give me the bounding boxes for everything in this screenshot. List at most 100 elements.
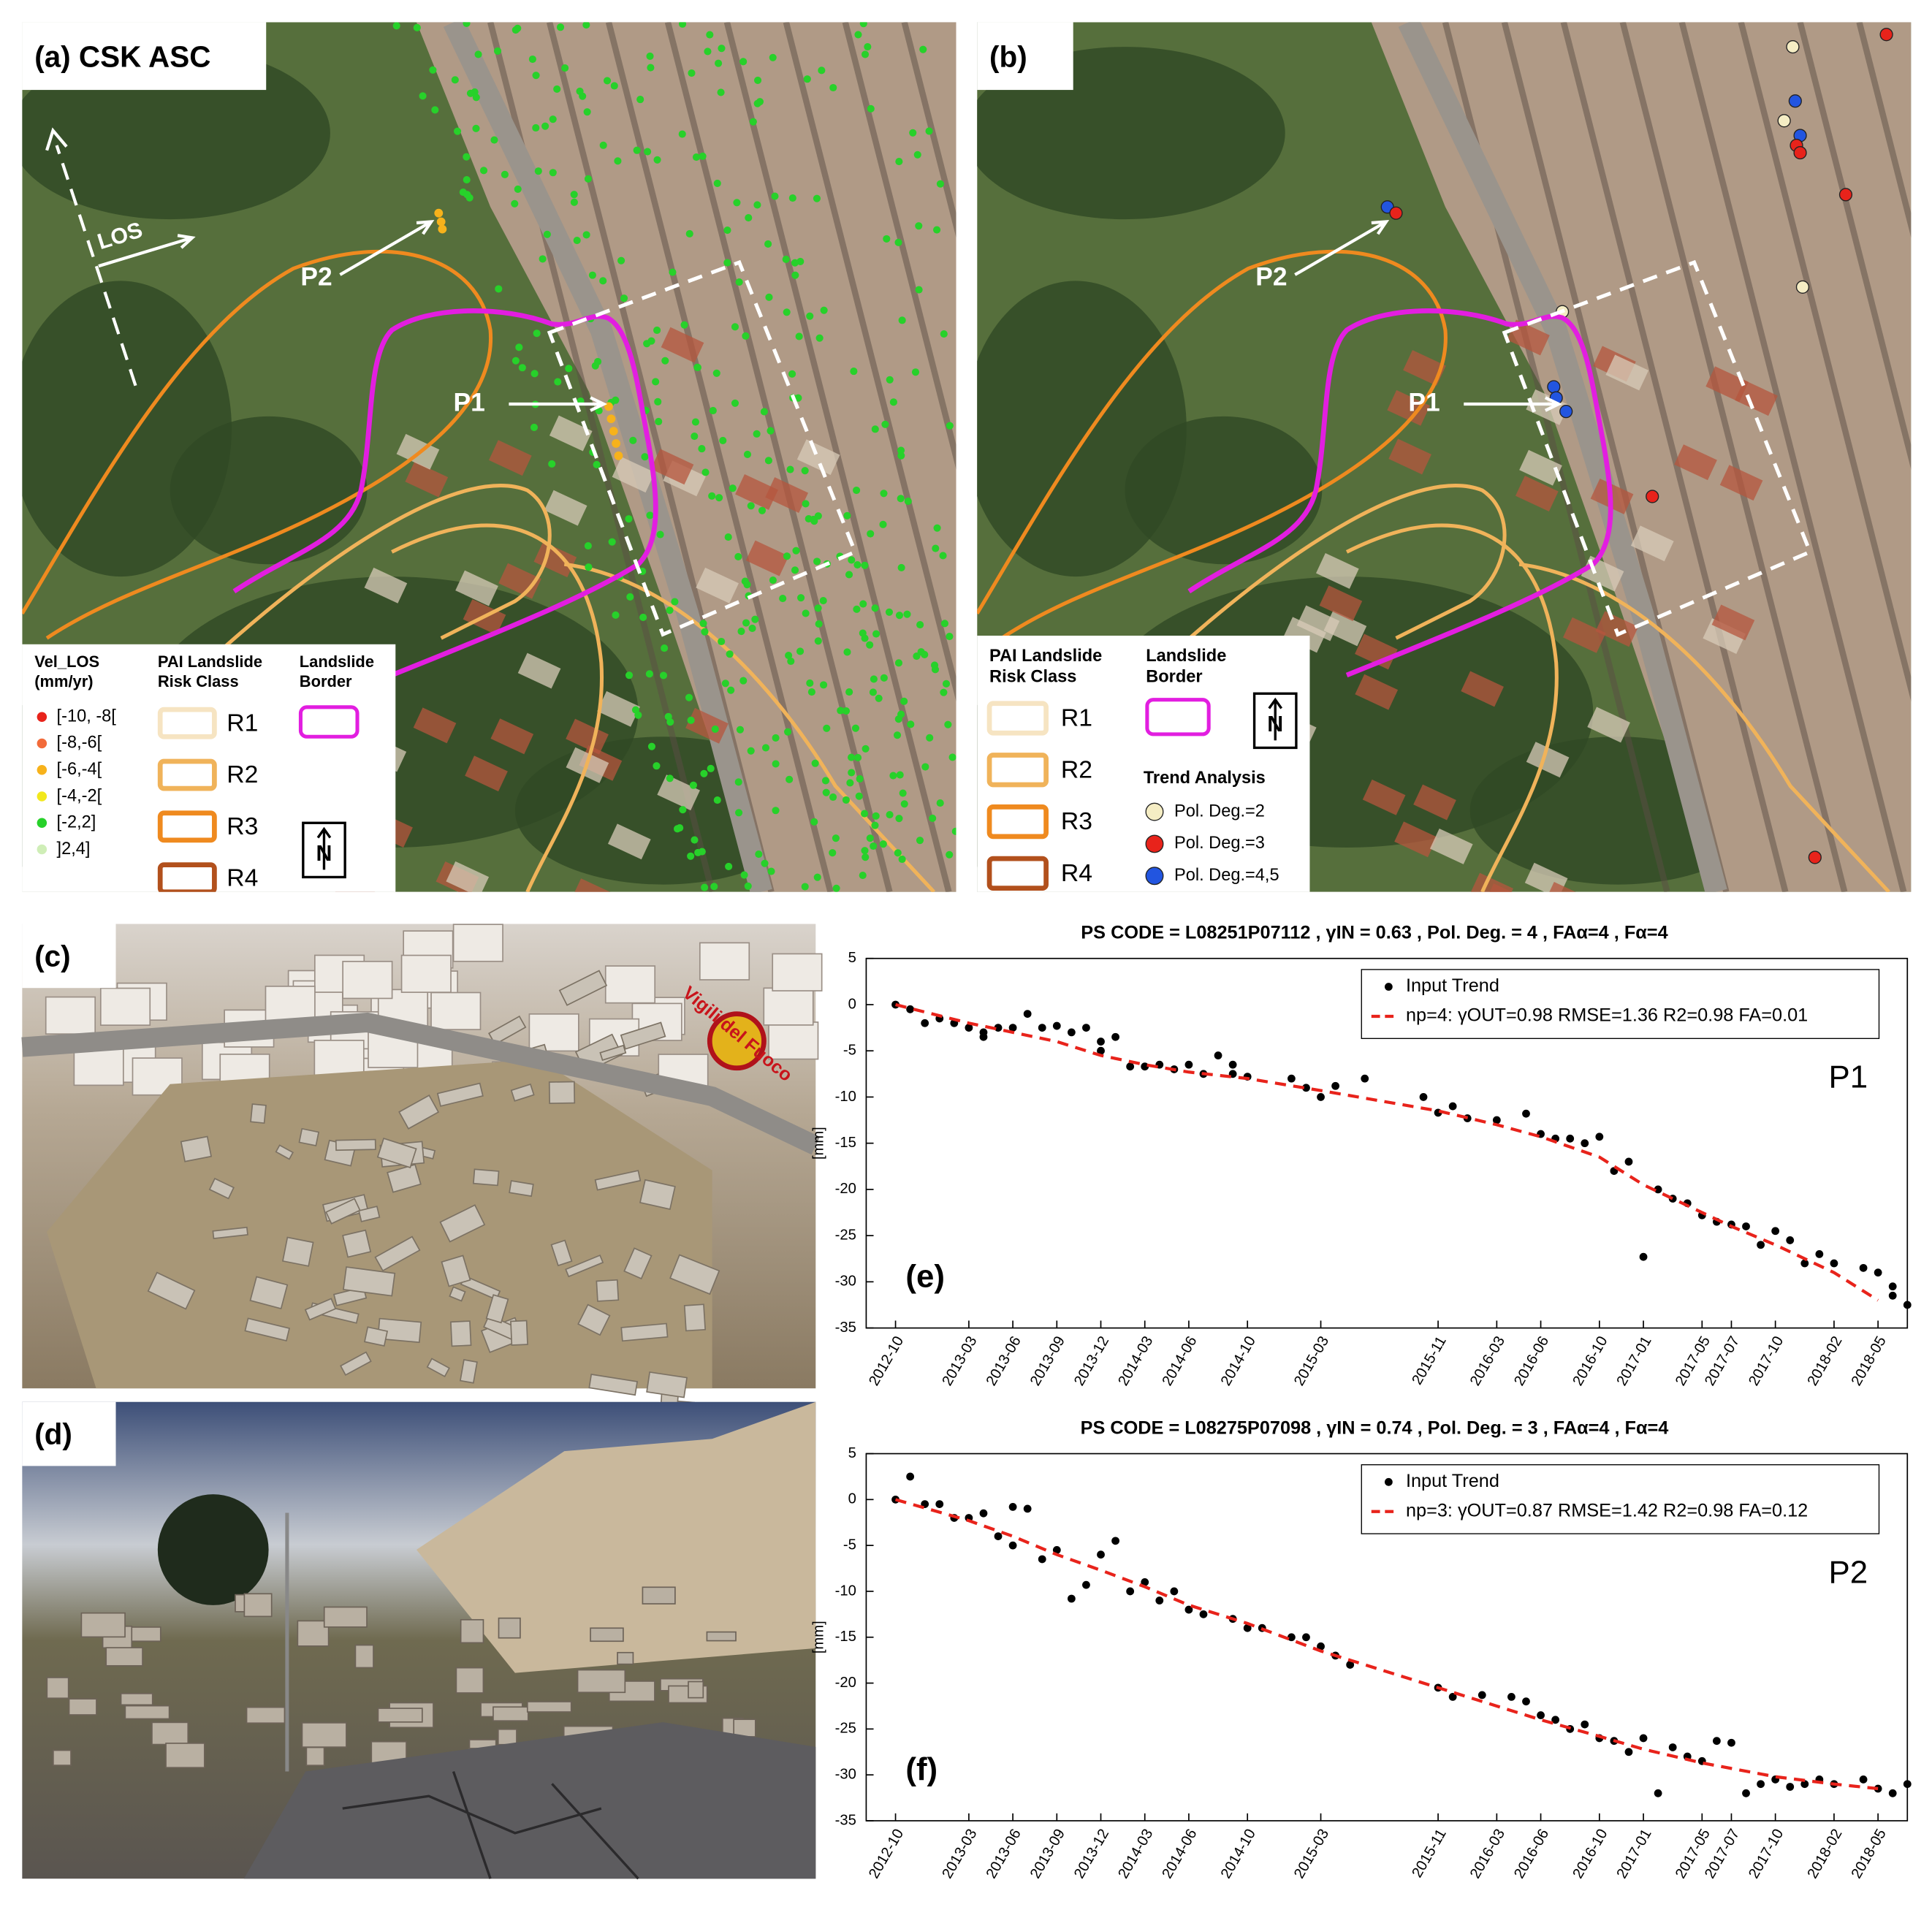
y-tick-label: -25 <box>835 1227 856 1243</box>
ps-point <box>609 427 618 436</box>
ps-point <box>689 781 697 789</box>
roof <box>465 755 508 792</box>
ps-point <box>620 294 628 302</box>
ps-point <box>889 772 897 780</box>
rubble <box>80 1612 126 1638</box>
rubble <box>455 1667 484 1694</box>
ps-point <box>436 217 446 227</box>
data-point <box>1624 1748 1633 1756</box>
ps-point <box>453 127 462 135</box>
building <box>342 961 393 1000</box>
legend-label: R3 <box>1061 807 1092 835</box>
ps-point <box>861 810 869 818</box>
legend-swatch <box>37 765 47 775</box>
ps-point <box>837 707 845 715</box>
street <box>1619 22 1848 892</box>
roof <box>446 861 490 892</box>
ps-point <box>897 495 905 503</box>
ps-point <box>915 222 923 230</box>
data-point <box>1331 1081 1340 1090</box>
data-point <box>1082 1024 1090 1032</box>
arrow <box>339 220 433 276</box>
building <box>604 965 656 1004</box>
rubble <box>509 1180 534 1198</box>
rubble <box>590 1627 624 1643</box>
ps-point <box>845 688 853 696</box>
ps-point <box>465 194 474 202</box>
ps-point <box>451 76 459 84</box>
data-point <box>1184 1605 1193 1614</box>
ps-point <box>669 268 677 276</box>
north-arrow-head <box>316 826 332 839</box>
legend-box <box>1361 969 1880 1040</box>
point-label: P2 <box>1255 262 1287 291</box>
rubble <box>623 1247 653 1280</box>
ps-point <box>678 130 686 138</box>
ps-point <box>626 593 634 601</box>
rubble <box>706 1631 737 1642</box>
data-point <box>1639 1734 1648 1743</box>
rubble <box>642 1586 676 1605</box>
ps-point <box>533 330 541 338</box>
ps-point <box>1646 490 1659 503</box>
legend-swatch <box>37 844 47 855</box>
legend-label: np=3: γOUT=0.87 RMSE=1.42 R2=0.98 FA=0.1… <box>1406 1500 1808 1520</box>
ps-point <box>792 547 800 555</box>
roof <box>1674 444 1717 481</box>
ps-point <box>820 306 828 314</box>
ps-point <box>698 445 706 453</box>
panel-label: (b) <box>977 22 1073 91</box>
ps-point <box>530 370 539 378</box>
ps-point <box>913 652 921 661</box>
rubble <box>577 1303 611 1336</box>
data-point <box>1288 1074 1296 1083</box>
rubble <box>460 1618 484 1644</box>
building <box>400 954 452 993</box>
data-point <box>1786 1236 1795 1244</box>
rubble <box>180 1135 213 1162</box>
rubble <box>305 1746 325 1767</box>
data-point <box>1742 1789 1750 1797</box>
ps-point <box>646 52 654 60</box>
y-tick-label: -20 <box>835 1675 856 1691</box>
risk-contour <box>205 484 552 664</box>
ps-point <box>870 675 878 683</box>
ps-point <box>829 793 837 802</box>
ps-point <box>751 615 759 623</box>
rubble <box>363 1326 389 1347</box>
rubble <box>297 1620 330 1647</box>
data-point <box>1184 1060 1193 1069</box>
data-point <box>1639 1252 1648 1261</box>
ps-point <box>724 533 732 541</box>
ps-point <box>870 842 878 850</box>
ps-point <box>810 515 818 524</box>
ps-point <box>687 716 695 724</box>
ps-point <box>731 323 739 331</box>
rubble <box>449 1286 466 1302</box>
y-tick-label: -15 <box>835 1135 856 1151</box>
data-point <box>1566 1134 1575 1143</box>
street <box>1797 22 1912 470</box>
roof <box>1544 882 1588 892</box>
data-point <box>1317 1642 1325 1651</box>
ps-point <box>511 199 519 208</box>
ps-point <box>704 47 712 56</box>
legend-title: Trend Analysis <box>1144 769 1266 788</box>
ps-point <box>641 453 649 461</box>
ps-point <box>659 671 668 680</box>
ps-point <box>543 230 551 238</box>
legend-swatch <box>157 758 217 791</box>
ps-point <box>511 26 520 34</box>
ps-point <box>883 235 891 243</box>
ps-point <box>584 542 592 550</box>
rubble <box>325 1198 361 1225</box>
data-point <box>1888 1291 1897 1300</box>
data-point <box>1800 1780 1809 1789</box>
data-point <box>1595 1133 1604 1141</box>
arrow-head <box>416 220 435 235</box>
data-point <box>1522 1109 1530 1118</box>
ps-point <box>614 157 622 165</box>
roof <box>1705 366 1749 403</box>
ps-point <box>894 849 902 857</box>
